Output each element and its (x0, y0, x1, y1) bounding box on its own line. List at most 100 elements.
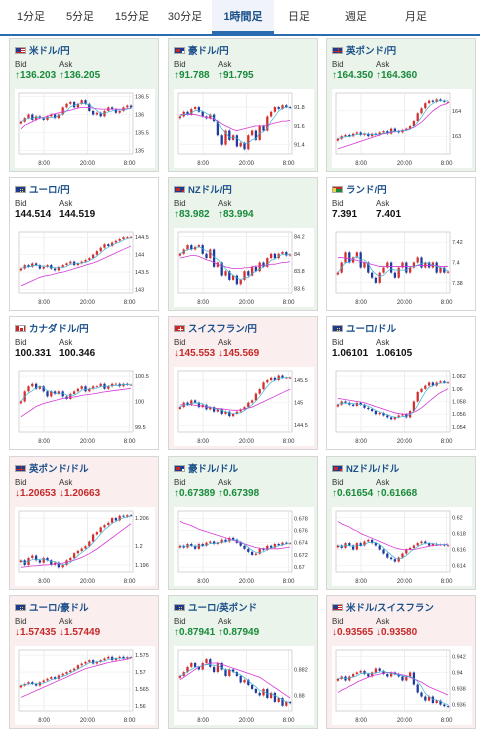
candle (336, 272, 340, 275)
pair-name[interactable]: ユーロ/円 (29, 185, 70, 196)
pair-title-link[interactable]: ランド/円 (332, 181, 470, 197)
currency-card[interactable]: 英ポンド/円 Bid Ask ↑164.350 ↑164.360 8:00 20:00 8:0… (326, 38, 476, 172)
pair-title-link[interactable]: 米ドル/円 (15, 42, 153, 58)
price-chart[interactable]: 8:00 20:00 8:00 1.206 1.2 1.196 (15, 507, 155, 586)
currency-card[interactable]: ユーロ/豪ドル Bid Ask ↓1.57435 ↓1.57449 8:00 20:00 8:… (9, 595, 159, 729)
currency-card[interactable]: ユーロ/円 Bid Ask 144.514 144.519 8:00 20:00 8:00 14… (9, 177, 159, 311)
candle (193, 545, 197, 549)
pair-name[interactable]: 英ポンド/円 (346, 46, 397, 57)
pair-title-link[interactable]: ユーロ/英ポンド (174, 599, 312, 615)
pair-name[interactable]: ユーロ/英ポンド (188, 603, 258, 614)
tab-4[interactable]: 1時間足 (212, 0, 274, 34)
pair-name[interactable]: 米ドル/円 (29, 46, 70, 57)
pair-name[interactable]: ユーロ/豪ドル (29, 603, 89, 614)
pair-title-link[interactable]: 豪ドル/ドル (174, 460, 312, 476)
price-chart[interactable]: 8:00 20:00 8:00 0.678 0.676 0.674 0.672 0.67 (174, 507, 314, 586)
price-chart[interactable]: 8:00 20:00 8:00 100.5 100 99.5 (15, 367, 155, 446)
price-chart[interactable]: 8:00 20:00 8:00 145.5 145 144.5 (174, 367, 314, 446)
currency-card[interactable]: 豪ドル/ドル Bid Ask ↑0.67389 ↑0.67398 8:00 20:00 8:0… (168, 456, 318, 590)
bid-value: ↑0.67389 (174, 488, 216, 499)
pair-title-link[interactable]: 豪ドル/円 (174, 42, 312, 58)
chart-background (15, 646, 155, 725)
candle (212, 666, 216, 673)
candle (42, 266, 45, 269)
candle (110, 242, 114, 246)
price-chart[interactable]: 8:00 20:00 8:00 91.8 91.6 91.4 (174, 89, 314, 168)
y-tick-label: 91.6 (294, 124, 305, 130)
candle (69, 101, 72, 104)
chart-background (332, 646, 472, 725)
pair-name[interactable]: スイスフラン/円 (188, 324, 257, 335)
price-chart[interactable]: 8:00 20:00 8:00 136.5 136 135.5 135 (15, 89, 155, 168)
tab-7[interactable]: 月足 (405, 11, 427, 23)
currency-card[interactable]: 米ドル/円 Bid Ask ↑136.203 ↑136.205 8:00 20:00 8:00… (9, 38, 159, 172)
currency-card[interactable]: NZドル/円 Bid Ask ↑83.982 ↑83.994 8:00 20:00 8:00 8… (168, 177, 318, 311)
pair-name[interactable]: 英ポンド/ドル (29, 464, 89, 475)
price-chart[interactable]: 8:00 20:00 8:00 144.5 144 143.5 143 (15, 228, 155, 307)
pair-title-link[interactable]: NZドル/円 (174, 181, 312, 197)
candle (91, 386, 95, 389)
price-chart[interactable]: 8:00 20:00 8:00 0.62 0.618 0.616 0.614 (332, 507, 472, 586)
tab-0[interactable]: 1分足 (16, 11, 46, 23)
currency-card[interactable]: 豪ドル/円 Bid Ask ↑91.788 ↑91.795 8:00 20:00 8:00 91… (168, 38, 318, 172)
pair-title-link[interactable]: 米ドル/スイスフラン (332, 599, 470, 615)
tab-6[interactable]: 週足 (345, 11, 367, 23)
pair-name[interactable]: 米ドル/スイスフラン (346, 603, 434, 614)
candle (382, 131, 385, 133)
currency-card[interactable]: 米ドル/スイスフラン Bid Ask ↓0.93565 ↓0.93580 8:00 20:0… (326, 595, 476, 729)
plot-frame (18, 92, 134, 155)
candle (269, 545, 273, 548)
pair-title-link[interactable]: ユーロ/ドル (332, 320, 470, 336)
price-chart[interactable]: 8:00 20:00 8:00 1.062 1.06 1.058 1.056 1.054 (332, 367, 472, 446)
moving-average-line (20, 523, 132, 568)
pair-name[interactable]: 豪ドル/円 (188, 46, 229, 57)
y-tick-label: 1.058 (452, 400, 466, 406)
ask-label: Ask (59, 478, 73, 487)
currency-card[interactable]: スイスフラン/円 Bid Ask ↓145.553 ↓145.569 8:00 20:00 8… (168, 316, 318, 450)
candle (344, 134, 347, 137)
currency-card[interactable]: NZドル/ドル Bid Ask ↑0.61654 ↑0.61668 8:00 20:00 8:… (326, 456, 476, 590)
price-chart[interactable]: 8:00 20:00 8:00 1.575 1.57 1.565 1.56 (15, 646, 155, 725)
price-chart[interactable]: 8:00 20:00 8:00 84.2 84 83.8 83.6 (174, 228, 314, 307)
bid-value: ↑91.788 (174, 70, 210, 81)
candle (258, 548, 261, 554)
currency-card[interactable]: ランド/円 Bid Ask 7.391 7.401 8:00 20:00 8:00 7.42 7.… (326, 177, 476, 311)
pair-title-link[interactable]: スイスフラン/円 (174, 320, 312, 336)
pair-name[interactable]: NZドル/ドル (346, 464, 400, 475)
ask-value: 144.519 (59, 209, 96, 220)
candle (288, 377, 292, 379)
pair-name[interactable]: 豪ドル/ドル (188, 464, 239, 475)
pair-title-link[interactable]: NZドル/ドル (332, 460, 470, 476)
price-chart[interactable]: 8:00 20:00 8:00 7.42 7.4 7.38 (332, 228, 472, 307)
price-chart[interactable]: 8:00 20:00 8:00 0.882 0.88 (174, 646, 314, 725)
pair-name[interactable]: ユーロ/ドル (346, 324, 397, 335)
pair-title-link[interactable]: ユーロ/豪ドル (15, 599, 153, 615)
price-chart[interactable]: 8:00 20:00 8:00 164 163 (332, 89, 472, 168)
pair-title-link[interactable]: 英ポンド/ドル (15, 460, 153, 476)
currency-card[interactable]: カナダドル/円 Bid Ask 100.331 100.346 8:00 20:00 8:00… (9, 316, 159, 450)
pair-title-link[interactable]: カナダドル/円 (15, 320, 153, 336)
tab-3[interactable]: 30分足 (167, 11, 203, 23)
y-tick-label: 0.614 (452, 564, 466, 570)
candle (247, 135, 250, 150)
candle (216, 121, 220, 136)
pair-title-link[interactable]: ユーロ/円 (15, 181, 153, 197)
currency-card[interactable]: ユーロ/英ポンド Bid Ask ↑0.87941 ↑0.87949 8:00 20:00 8… (168, 595, 318, 729)
bid-label: Bid (174, 199, 186, 208)
candle (61, 673, 64, 676)
pair-name[interactable]: NZドル/円 (188, 185, 232, 196)
tab-2[interactable]: 15分足 (114, 11, 150, 23)
plot-frame (177, 370, 293, 433)
candle (57, 391, 61, 394)
currency-card[interactable]: 英ポンド/ドル Bid Ask ↓1.20653 ↓1.20663 8:00 20:00 8:… (9, 456, 159, 590)
candle (405, 549, 408, 554)
tab-1[interactable]: 5分足 (65, 11, 95, 23)
bid-label: Bid (332, 60, 344, 69)
price-chart[interactable]: 8:00 20:00 8:00 0.942 0.94 0.938 0.936 (332, 646, 472, 725)
pair-title-link[interactable]: 英ポンド/円 (332, 42, 470, 58)
candle (386, 262, 389, 268)
tab-5[interactable]: 日足 (288, 11, 310, 23)
pair-name[interactable]: カナダドル/円 (29, 324, 89, 335)
currency-card[interactable]: ユーロ/ドル Bid Ask 1.06101 1.06105 8:00 20:00 8:00 1… (326, 316, 476, 450)
pair-name[interactable]: ランド/円 (346, 185, 387, 196)
